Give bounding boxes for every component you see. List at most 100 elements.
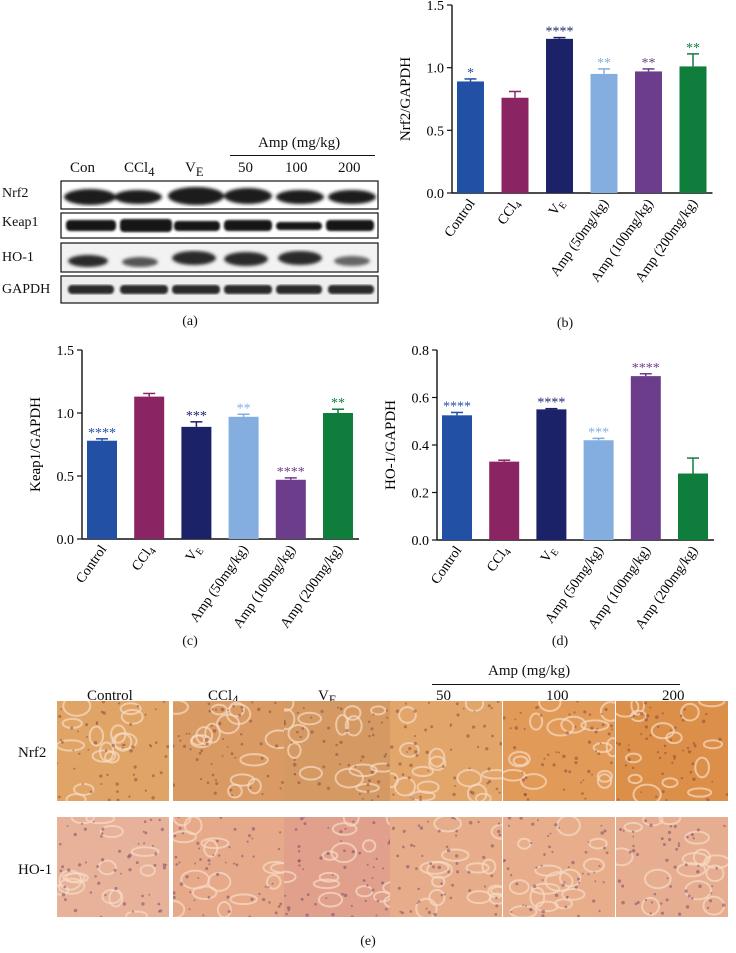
western-blot-panel: Amp (mg/kg) Con CCl4 VE 50 100 200 Nrf2 … (0, 0, 390, 340)
significance-marker: **** (88, 426, 116, 441)
histology-image (284, 701, 396, 801)
bar (489, 461, 520, 540)
y-tick-label: 1.0 (57, 407, 75, 422)
blot-amp-bracket-line (230, 155, 375, 156)
y-tick-label: 0.0 (427, 187, 445, 202)
bar (679, 66, 707, 193)
significance-marker: ** (237, 401, 251, 416)
blot-row-ho1: HO-1 (2, 250, 34, 265)
bar (546, 38, 573, 194)
histology-image (284, 817, 396, 917)
y-tick-label: 1.5 (427, 0, 445, 14)
significance-marker: **** (632, 361, 660, 376)
histology-image (57, 817, 169, 917)
histology-image (616, 701, 728, 801)
significance-marker: **** (537, 396, 565, 411)
bar (181, 426, 212, 539)
significance-marker: ** (642, 56, 656, 71)
histology-image (57, 701, 169, 801)
bar (635, 71, 662, 193)
y-axis-label: Nrf2/GAPDH (400, 57, 414, 141)
y-axis-label: Keap1/GAPDH (30, 397, 44, 492)
bar (590, 73, 618, 193)
histo-col-ccl4: CCl4 (208, 688, 239, 707)
histology-image (390, 817, 502, 917)
x-tick-label: CCl4 (129, 543, 159, 575)
blot-strip-ho1 (60, 242, 379, 273)
significance-marker: ** (597, 56, 611, 71)
bar (323, 413, 353, 539)
x-tick-label: CCl4 (484, 544, 514, 576)
y-tick-label: 0.0 (412, 534, 430, 549)
y-tick-label: 0.5 (57, 470, 75, 485)
significance-marker: **** (546, 25, 574, 40)
y-tick-label: 0.5 (427, 124, 445, 139)
bar (630, 376, 661, 540)
blot-lane-50: 50 (238, 160, 253, 176)
histology-image (390, 701, 502, 801)
panel-label-a: (a) (182, 314, 198, 329)
x-tick-label: VE (538, 544, 561, 567)
significance-marker: ** (686, 41, 700, 56)
bar (583, 440, 614, 540)
bar (678, 473, 708, 540)
bar (87, 440, 117, 539)
histology-image (503, 701, 615, 801)
bar (275, 479, 306, 539)
histology-image (173, 701, 285, 801)
blot-lane-200: 200 (338, 160, 361, 176)
y-tick-label: 0.8 (412, 344, 430, 359)
histo-col-200: 200 (662, 688, 685, 704)
histo-amp-bracket-line (432, 684, 680, 685)
histo-col-ve: VE (318, 688, 337, 707)
x-tick-label: Control (442, 197, 479, 241)
x-tick-label: Control (428, 544, 465, 588)
bar (442, 415, 472, 540)
significance-marker: * (467, 66, 474, 81)
bar (228, 416, 259, 539)
blot-lane-ve: VE (185, 160, 204, 179)
panel-label-d: (d) (551, 634, 569, 649)
x-tick-label: CCl4 (495, 197, 525, 229)
histology-image (503, 817, 615, 917)
x-tick-label: VE (546, 197, 569, 220)
x-tick-label: Control (73, 543, 110, 587)
histology-image (173, 817, 285, 917)
blot-row-nrf2: Nrf2 (2, 186, 29, 201)
blot-strip-gapdh (60, 275, 379, 304)
chart-d: 0.0 0.2 0.4 0.6 0.8 HO-1/GAPDH **** Control CCl4… (385, 344, 714, 632)
y-tick-label: 1.5 (57, 344, 75, 359)
histo-row-nrf2: Nrf2 (18, 745, 47, 761)
histo-col-100: 100 (546, 688, 569, 704)
y-tick-label: 1.0 (427, 62, 445, 77)
bar (457, 81, 484, 193)
histo-row-ho1: HO-1 (18, 862, 53, 878)
histo-col-control: Control (87, 688, 133, 704)
significance-marker: *** (186, 409, 207, 424)
significance-marker: ** (331, 396, 345, 411)
blot-row-gapdh: GAPDH (2, 282, 51, 297)
histology-panel: Amp (mg/kg) Control CCl4 VE 50 100 200 N… (0, 660, 736, 953)
bar (501, 97, 529, 193)
blot-amp-header: Amp (mg/kg) (258, 135, 341, 151)
panel-label-b: (b) (556, 316, 574, 331)
significance-marker: *** (588, 425, 609, 440)
blot-row-keap1: Keap1 (2, 215, 39, 230)
x-tick-label: VE (183, 543, 206, 566)
blot-lane-ccl4: CCl4 (124, 160, 155, 179)
histology-image (616, 817, 728, 917)
significance-marker: **** (443, 399, 471, 414)
y-tick-label: 0.2 (412, 487, 430, 502)
y-tick-label: 0.0 (57, 533, 75, 548)
blot-strip-keap1 (60, 212, 379, 239)
y-axis-label: HO-1/GAPDH (385, 400, 399, 490)
blot-lane-con: Con (70, 160, 96, 176)
histo-col-50: 50 (436, 688, 451, 704)
blot-lane-100: 100 (285, 160, 308, 176)
panel-label-e: (e) (360, 934, 376, 949)
y-tick-label: 0.4 (412, 439, 430, 454)
panel-label-c: (c) (182, 634, 198, 649)
significance-marker: **** (277, 465, 305, 480)
